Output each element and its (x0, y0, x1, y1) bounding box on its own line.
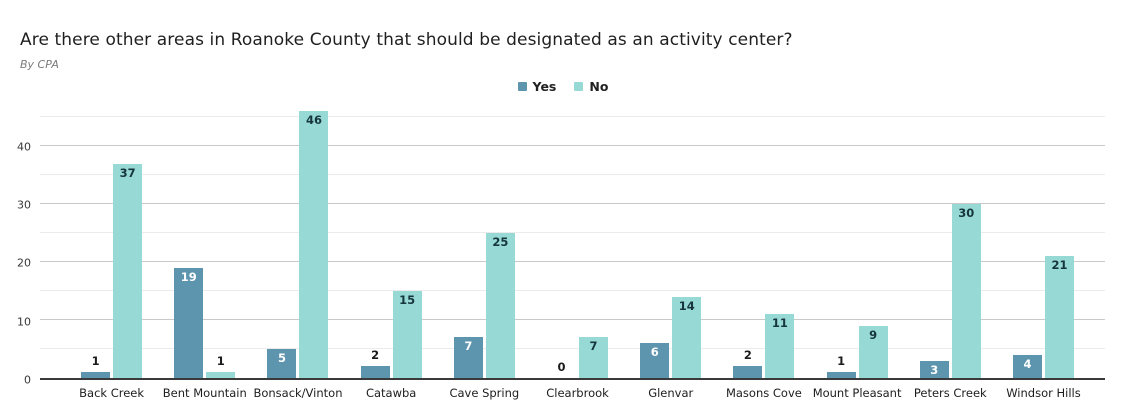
bar-group-catawba: 2 15 (345, 108, 438, 378)
bar-group-glenvar: 6 14 (624, 108, 717, 378)
gridline-10 (40, 319, 1105, 321)
gridline-5 (40, 348, 1105, 350)
bar-yes-bent-mountain[interactable]: 19 (174, 267, 204, 378)
bar-no-bonsack-vinton[interactable]: 46 (299, 111, 329, 378)
x-axis-label-bent-mountain: Bent Mountain (162, 386, 247, 400)
bar-yes-back-creek[interactable]: 1 (81, 356, 111, 378)
gridline-30 (40, 203, 1105, 205)
chart-title: Are there other areas in Roanoke County … (20, 30, 793, 50)
bar-group-bent-mountain: 19 1 (158, 108, 251, 378)
bar-value-label: 6 (650, 345, 659, 360)
x-axis-labels: Back Creek Bent Mountain Bonsack/Vinton Cat… (65, 386, 1090, 400)
bar-group-cave-spring: 7 25 (438, 108, 531, 378)
x-axis-label-glenvar: Glenvar (648, 386, 694, 400)
bar-no-cave-spring[interactable]: 25 (485, 233, 515, 378)
bar-no-mount-pleasant[interactable]: 9 (858, 325, 888, 378)
bar-value-label: 30 (958, 206, 975, 221)
bar-value-label: 2 (743, 348, 752, 363)
bar-group-back-creek: 1 37 (65, 108, 158, 378)
bar-yes-catawba[interactable]: 2 (360, 350, 390, 378)
bar-no-windsor-hills[interactable]: 21 (1044, 256, 1074, 378)
bar-value-label: 46 (305, 113, 322, 128)
bar-value-label: 4 (1023, 356, 1032, 371)
gridline-40 (40, 145, 1105, 147)
bar-value-label: 25 (492, 235, 509, 250)
bar-groups: 1 37 19 1 5 46 2 15 7 25 0 7 6 14 2 11 1 9 3 30 4 21 (65, 108, 1090, 378)
bar-yes-peters-creek[interactable]: 3 (919, 360, 949, 378)
no-swatch-icon (574, 82, 584, 91)
bar-value-label: 14 (678, 298, 695, 313)
legend-label-no: No (589, 79, 609, 94)
bar-value-label: 37 (119, 165, 136, 180)
bar-group-bonsack-vinton: 5 46 (251, 108, 344, 378)
y-tick-label-0: 0 (24, 373, 31, 387)
bar-value-label: 15 (399, 293, 416, 308)
bar-value-label: 0 (557, 360, 566, 374)
y-tick-label-10: 10 (17, 315, 31, 329)
bar-no-catawba[interactable]: 15 (392, 291, 422, 378)
yes-swatch-icon (517, 82, 527, 91)
x-axis-label-clearbrook: Clearbrook (546, 386, 609, 400)
bar-value-label: 19 (180, 269, 197, 284)
bar-no-peters-creek[interactable]: 30 (951, 204, 981, 378)
bar-group-peters-creek: 3 30 (904, 108, 997, 378)
bar-value-label: 1 (91, 354, 100, 369)
bar-value-label: 2 (371, 348, 380, 363)
legend-item-no[interactable]: No (574, 79, 608, 94)
bar-no-bent-mountain[interactable]: 1 (206, 356, 236, 378)
x-axis-label-cave-spring: Cave Spring (449, 386, 520, 400)
bar-value-label: 5 (277, 351, 286, 366)
bar-no-glenvar[interactable]: 14 (672, 296, 702, 378)
plot-area: 1 37 19 1 5 46 2 15 7 25 0 7 6 14 2 11 1 9 3 30 4 21 (40, 108, 1105, 380)
legend-item-yes[interactable]: Yes (517, 79, 557, 94)
x-axis-label-windsor-hills: Windsor Hills (1006, 386, 1081, 400)
bar-no-masons-cove[interactable]: 11 (765, 314, 795, 378)
x-axis-label-mount-pleasant: Mount Pleasant (812, 386, 902, 400)
bar-value-label: 9 (869, 327, 878, 342)
bar-yes-windsor-hills[interactable]: 4 (1012, 354, 1042, 378)
bar-yes-glenvar[interactable]: 6 (640, 343, 670, 378)
y-tick-label-20: 20 (17, 256, 31, 270)
legend: Yes No (0, 79, 1126, 94)
gridline-35 (40, 174, 1105, 176)
x-axis-label-bonsack-vinton: Bonsack/Vinton (253, 386, 343, 400)
bar-no-back-creek[interactable]: 37 (113, 163, 143, 378)
bar-value-label: 1 (216, 354, 225, 369)
y-tick-label-30: 30 (17, 198, 31, 212)
bar-yes-cave-spring[interactable]: 7 (453, 337, 483, 378)
bar-value-label: 7 (464, 339, 473, 354)
gridline-20 (40, 261, 1105, 263)
bar-value-label: 11 (771, 316, 788, 331)
bar-yes-mount-pleasant[interactable]: 1 (826, 356, 856, 378)
bar-value-label: 1 (837, 354, 846, 369)
gridline-45 (40, 116, 1105, 118)
bar-yes-masons-cove[interactable]: 2 (733, 350, 763, 378)
y-tick-label-40: 40 (17, 140, 31, 154)
x-axis-label-peters-creek: Peters Creek (913, 386, 987, 400)
bar-no-clearbrook[interactable]: 7 (579, 337, 609, 378)
chart-subtitle: By CPA (20, 58, 59, 71)
bar-group-windsor-hills: 4 21 (997, 108, 1090, 378)
x-axis-label-masons-cove: Masons Cove (725, 386, 802, 400)
gridline-15 (40, 290, 1105, 292)
x-axis-label-back-creek: Back Creek (79, 386, 145, 400)
chart: 1 37 19 1 5 46 2 15 7 25 0 7 6 14 2 11 1 9 3 30 4 21 0 10 20 30 4… (17, 108, 1105, 386)
bar-value-label: 7 (589, 339, 598, 354)
bar-yes-bonsack-vinton[interactable]: 5 (267, 349, 297, 378)
bar-value-label: 3 (930, 362, 939, 377)
gridline-25 (40, 232, 1105, 234)
legend-label-yes: Yes (532, 79, 557, 94)
x-axis-label-catawba: Catawba (365, 386, 417, 400)
bar-group-masons-cove: 2 11 (717, 108, 810, 378)
bar-value-label: 21 (1051, 258, 1068, 273)
